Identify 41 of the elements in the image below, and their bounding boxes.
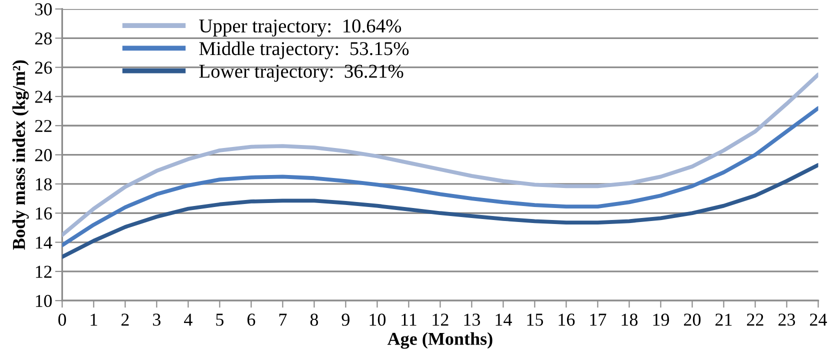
x-tick-label: 9 xyxy=(342,314,350,326)
x-tick-label: 20 xyxy=(684,314,701,326)
x-tick-label: 21 xyxy=(715,314,732,326)
x-tick-label: 5 xyxy=(216,314,224,326)
y-tick-label: 28 xyxy=(35,32,52,45)
y-tick-label: 10 xyxy=(36,294,52,308)
x-axis-title: Age (Months) xyxy=(387,332,492,349)
x-tick-label: 7 xyxy=(279,314,287,326)
y-tick-label: 24 xyxy=(35,90,52,103)
y-tick-label: 26 xyxy=(35,62,52,74)
x-tick-label: 6 xyxy=(247,314,256,326)
x-tick-label: 24 xyxy=(810,314,827,326)
x-tick-label: 14 xyxy=(496,314,512,326)
y-tick-label: 14 xyxy=(36,236,52,249)
x-tick-label: 13 xyxy=(464,314,480,326)
legend-label: Upper trajectory: 10.64% xyxy=(199,19,402,37)
x-tick-label: 15 xyxy=(527,314,544,326)
x-tick-label: 0 xyxy=(58,314,66,326)
y-tick-label: 12 xyxy=(36,266,52,278)
legend-label: Lower trajectory: 36.21% xyxy=(199,64,404,82)
x-tick-label: 23 xyxy=(778,314,796,326)
y-axis-title: Body mass index (kg/m²) xyxy=(12,60,29,250)
x-tick-label: 18 xyxy=(622,314,638,326)
x-tick-label: 12 xyxy=(432,314,448,326)
x-tick-label: 11 xyxy=(402,314,416,326)
x-tick-label: 19 xyxy=(653,314,669,326)
y-tick-label: 20 xyxy=(35,149,52,162)
x-tick-label: 1 xyxy=(90,314,98,326)
x-tick-label: 17 xyxy=(590,314,606,326)
y-tick-label: 18 xyxy=(36,178,52,190)
legend-label: Middle trajectory: 53.15% xyxy=(199,42,409,60)
x-tick-label: 8 xyxy=(310,314,318,326)
x-tick-label: 10 xyxy=(370,314,386,326)
y-tick-label: 30 xyxy=(35,3,52,16)
x-tick-label: 4 xyxy=(184,314,192,326)
x-tick-label: 22 xyxy=(746,314,764,326)
x-tick-label: 3 xyxy=(153,314,160,326)
x-tick-label: 16 xyxy=(558,314,575,326)
y-tick-label: 22 xyxy=(35,120,52,132)
x-tick-label: 2 xyxy=(121,314,129,326)
y-tick-label: 16 xyxy=(36,207,52,220)
